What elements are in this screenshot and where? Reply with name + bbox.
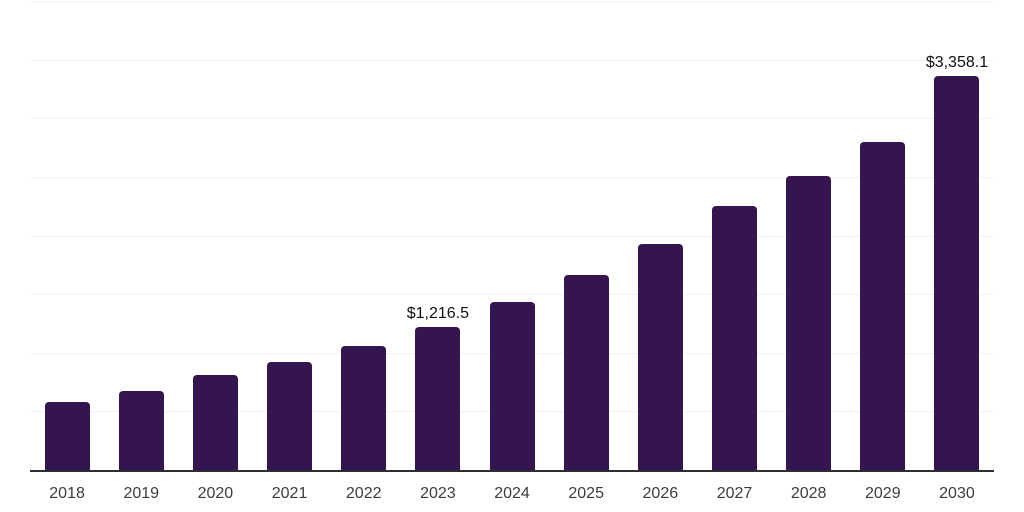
x-axis-label-2023: 2023	[420, 485, 456, 502]
bar-2019	[118, 391, 164, 470]
bar-2026	[637, 243, 683, 470]
bar-slot-2030: $3,358.1	[920, 1, 994, 470]
x-axis-label-2026: 2026	[642, 485, 679, 502]
bar-2025	[563, 275, 609, 470]
bar-slot-2018	[30, 1, 104, 470]
gridline-2500	[30, 176, 994, 178]
bar-2027	[711, 206, 757, 470]
x-axis-label-2029: 2029	[865, 485, 901, 502]
bar-value-label-2030: $3,358.1	[925, 54, 989, 72]
bar-2020	[192, 375, 238, 470]
bars-layer: $1,216.5 $3,358.1	[30, 1, 994, 470]
bar-slot-2025	[549, 1, 623, 470]
gridline-2000	[30, 235, 994, 237]
bar-slot-2019	[104, 1, 178, 470]
bar-2029	[860, 142, 906, 470]
x-axis-label-2018: 2018	[49, 485, 85, 502]
bar-2023: $1,216.5	[407, 306, 469, 470]
x-axis-label-2022: 2022	[345, 485, 382, 502]
bar-2030: $3,358.1	[926, 55, 988, 470]
bar-2028	[786, 176, 832, 470]
x-axis-label-2030: 2030	[939, 485, 975, 502]
x-axis-label-2027: 2027	[716, 485, 753, 502]
bar-2024	[489, 302, 535, 470]
bar-slot-2024	[475, 1, 549, 470]
bar-2022	[341, 346, 387, 470]
gridline-3000	[30, 118, 994, 120]
bar-slot-2027	[697, 1, 771, 470]
x-axis-labels: 2018 2019 2020 2021 2022 2023 2024 2025 2026 2027…	[30, 484, 994, 503]
plot-area: $1,216.5 $3,358.1	[30, 1, 994, 470]
gridline-3500	[30, 59, 994, 61]
bar-slot-2023: $1,216.5	[401, 1, 475, 470]
x-axis-label-2021: 2021	[271, 485, 308, 502]
bar-value-label-2023: $1,216.5	[406, 305, 469, 323]
x-axis-label-2020: 2020	[197, 485, 234, 502]
x-axis-label-2024: 2024	[494, 485, 530, 502]
x-axis-label-2025: 2025	[568, 485, 604, 502]
gridline-4000	[30, 1, 994, 2]
bar-2021	[267, 362, 313, 470]
bar-slot-2026	[623, 1, 697, 470]
bar-slot-2029	[846, 1, 920, 470]
bar-slot-2021	[252, 1, 326, 470]
gridline-1500	[30, 294, 994, 296]
bar-slot-2028	[772, 1, 846, 470]
bar-slot-2020	[178, 1, 252, 470]
x-axis-line	[30, 470, 994, 472]
bar-2018	[44, 402, 90, 470]
bar-slot-2022	[327, 1, 401, 470]
x-axis-label-2028: 2028	[790, 485, 827, 502]
x-axis-label-2019: 2019	[123, 485, 160, 502]
